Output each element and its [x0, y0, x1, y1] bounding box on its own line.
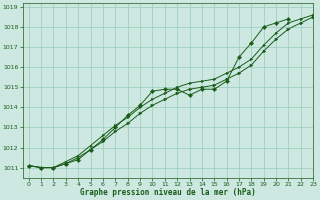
X-axis label: Graphe pression niveau de la mer (hPa): Graphe pression niveau de la mer (hPa) [80, 188, 256, 197]
